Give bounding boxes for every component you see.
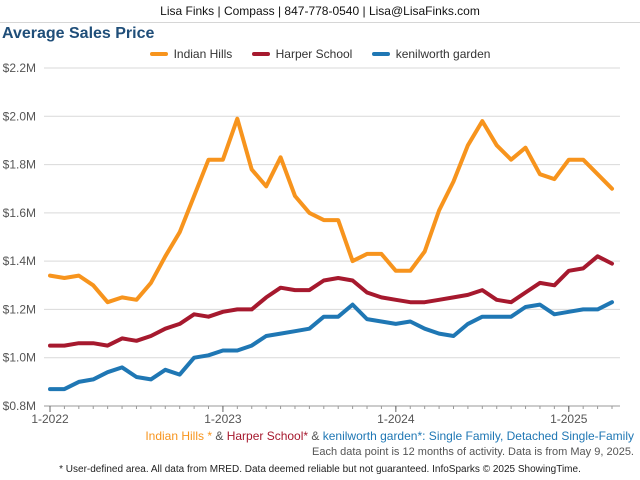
y-tick-label: $1.4M [3,254,36,268]
y-tick-label: $1.2M [3,302,36,316]
chart-legend: Indian Hills Harper School kenilworth ga… [0,45,640,61]
legend-item-kenilworth-garden[interactable]: kenilworth garden [371,47,491,61]
y-tick-label: $1.0M [3,351,36,365]
legend-label-kenilworth-garden: kenilworth garden [395,47,491,61]
chart-title: Average Sales Price [2,25,155,42]
subtitle-property-type: : Single Family, Detached Single-Family [422,429,634,443]
series-line-indian-hills[interactable] [48,116,614,305]
x-tick-label: 1-2024 [377,412,415,426]
series-layer [48,116,614,392]
y-tick-label: $0.8M [3,399,36,413]
x-tick-label: 1-2025 [550,412,588,426]
subtitle-separator: & [308,429,323,443]
subtitle-part-indian-hills: Indian Hills * [145,429,213,443]
line-chart: $0.8M $1.0M $1.2M $1.4M $1.6M $1.8M $2.0M $2.2M… [3,61,620,426]
legend-label-indian-hills: Indian Hills [173,47,233,61]
legend-swatch-indian-hills [149,52,168,56]
y-tick-label: $1.8M [3,158,36,172]
legend-item-harper-school[interactable]: Harper School [251,47,353,61]
subtitle-part-kenilworth-garden: kenilworth garden* [322,429,423,443]
y-tick-label: $1.6M [3,206,36,220]
legend-swatch-harper-school [251,52,270,56]
y-tick-label: $2.0M [3,109,36,123]
series-line-kenilworth-garden[interactable] [48,300,614,392]
axis-layer: $0.8M $1.0M $1.2M $1.4M $1.6M $1.8M $2.0M $2.2M… [3,61,620,426]
chart-subtitle: Indian Hills * & Harper School* & kenilw… [145,429,634,443]
x-tick-label: 1-2023 [204,412,242,426]
subtitle-separator: & [212,429,227,443]
legend-swatch-kenilworth-garden [371,52,390,56]
x-tick-label: 1-2022 [31,412,69,426]
legend-label-harper-school: Harper School [275,47,353,61]
footer-disclaimer: * User-defined area. All data from MRED.… [59,464,581,475]
legend-item-indian-hills[interactable]: Indian Hills [149,47,233,61]
agent-contact-header: Lisa Finks | Compass | 847-778-0540 | Li… [0,0,640,23]
grid-layer [44,67,620,407]
series-line-harper-school[interactable] [48,254,614,348]
subtitle-part-harper-school: Harper School* [226,429,309,443]
y-tick-label: $2.2M [3,61,36,75]
data-note: Each data point is 12 months of activity… [311,446,634,458]
